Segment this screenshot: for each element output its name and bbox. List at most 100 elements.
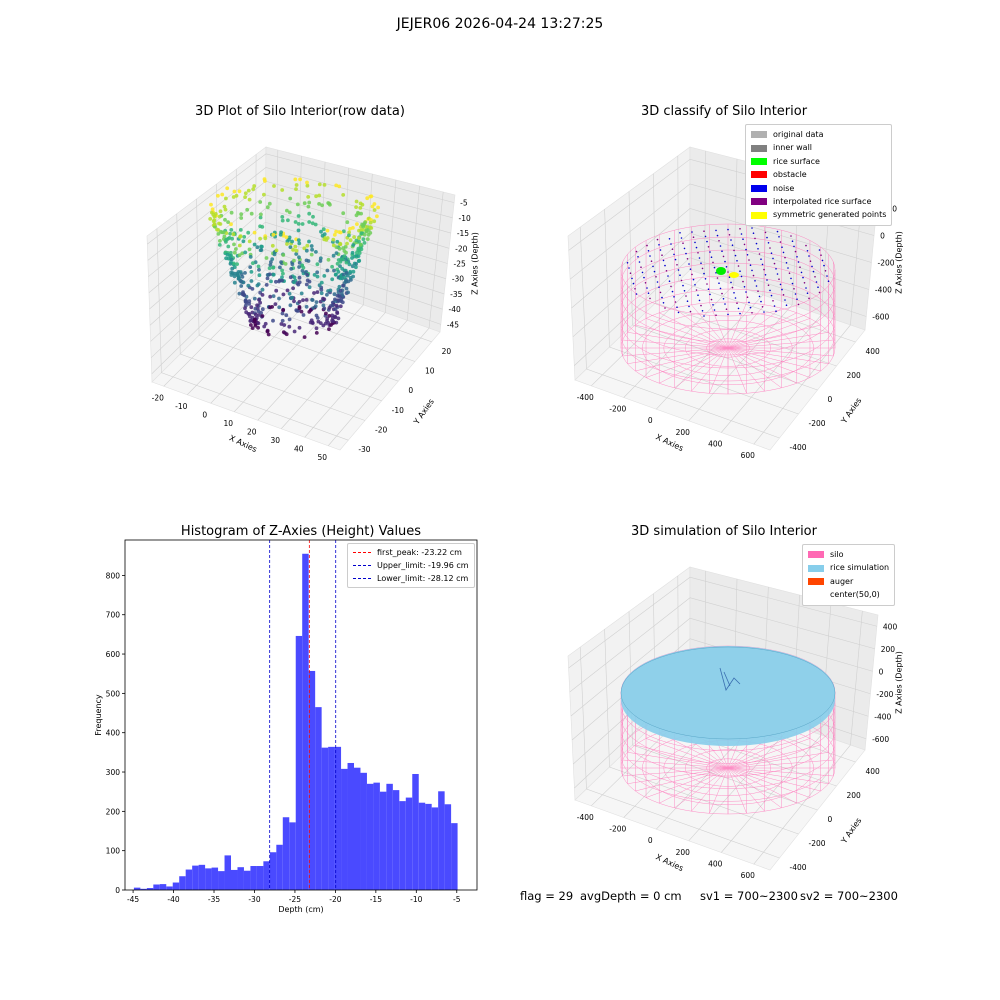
noise-point [676, 264, 678, 266]
data-point [232, 250, 237, 255]
data-point [372, 219, 377, 224]
noise-point [691, 231, 693, 233]
noise-point [776, 230, 779, 233]
data-point [269, 260, 273, 264]
panel4-z-tick-label: 200 [881, 645, 896, 654]
silo-floor-spoke [727, 347, 829, 364]
data-point [259, 248, 264, 252]
x-tick-label: -20 [329, 895, 341, 904]
data-point [249, 305, 254, 310]
data-point [264, 256, 269, 260]
silo-floor-spoke [627, 767, 729, 784]
noise-point [746, 254, 749, 256]
noise-point [733, 249, 735, 252]
noise-point [724, 303, 726, 305]
data-point [257, 267, 261, 272]
silo-floor-spoke [727, 767, 782, 809]
data-point [354, 262, 358, 266]
data-point [316, 319, 321, 324]
data-point [247, 197, 252, 202]
noise-point [784, 299, 786, 301]
data-point [337, 247, 342, 251]
data-point [210, 207, 215, 212]
noise-point [827, 280, 830, 283]
data-point [299, 291, 304, 296]
noise-point [727, 313, 729, 316]
data-point [338, 304, 343, 309]
panel4-y-tick-label: 0 [828, 815, 833, 824]
data-point [293, 244, 298, 249]
noise-point [659, 249, 662, 251]
data-point [247, 314, 252, 319]
y-tick-label: 100 [106, 847, 121, 856]
rice-surface-cluster [716, 267, 726, 275]
data-point [359, 231, 364, 236]
data-point [248, 265, 253, 269]
data-point [364, 229, 369, 234]
noise-point [797, 303, 800, 306]
silo-floor-spoke [709, 767, 729, 814]
silo-floor-spoke [691, 304, 729, 349]
noise-point [713, 309, 716, 311]
panel4-y-axis-label: Y Axies [839, 816, 864, 846]
data-point [292, 280, 296, 285]
noise-point [779, 283, 782, 286]
noise-point [712, 304, 714, 306]
noise-point [806, 250, 809, 252]
panel1-x-tick-label: -20 [152, 393, 164, 402]
silo-floor-spoke [645, 318, 729, 349]
data-point [226, 244, 231, 249]
noise-point [724, 260, 726, 263]
panel4-x-tick-label: -400 [577, 813, 594, 822]
panel2-z-tick-label: -400 [875, 286, 892, 295]
noise-point [791, 282, 794, 285]
data-point [302, 246, 307, 251]
noise-point [668, 280, 671, 283]
data-point [358, 206, 363, 210]
data-point [263, 179, 267, 183]
panel2-y-tick-label: 400 [866, 347, 881, 356]
data-point [258, 200, 263, 204]
data-point [229, 273, 234, 277]
noise-point [746, 296, 749, 299]
data-point [223, 217, 227, 222]
histogram-bar [302, 553, 309, 890]
data-point [216, 232, 221, 236]
silo-floor-spoke [645, 347, 729, 378]
silo-floor-spoke [659, 767, 729, 804]
data-point [344, 270, 349, 275]
silo-floor-ring [706, 338, 750, 358]
noise-point [773, 305, 776, 307]
panel1-z-tick-label: -5 [460, 199, 468, 208]
data-point [269, 279, 273, 284]
data-point [280, 275, 284, 280]
data-point [222, 204, 227, 209]
panel4-x-tick-label: 600 [741, 871, 756, 880]
noise-point [796, 255, 798, 258]
data-point [346, 290, 350, 295]
panel4-z-tick-label: 0 [879, 667, 884, 676]
data-point [333, 272, 338, 277]
y-tick-label: 700 [106, 611, 121, 620]
panel1-x-tick-label: 10 [223, 419, 233, 428]
histogram-bar [282, 817, 290, 890]
noise-point [757, 290, 759, 293]
silo-floor-spoke [659, 312, 729, 349]
data-point [325, 319, 329, 323]
status-sv1: sv1 = 700~2300 [700, 889, 798, 903]
panel2-z-tick-label: -600 [872, 313, 889, 322]
silo-floor-spoke [727, 767, 829, 784]
data-point [317, 202, 321, 206]
legend-item-interpolated-rice-surface: interpolated rice surface [751, 195, 886, 208]
noise-point [685, 295, 687, 297]
data-point [253, 306, 258, 311]
panel2-x-tick-label: 400 [708, 440, 723, 449]
noise-point [817, 286, 819, 289]
data-point [326, 257, 331, 262]
data-point [314, 250, 318, 254]
data-point [334, 251, 339, 256]
panel1-y-tick-label: 10 [425, 367, 435, 376]
data-point [281, 271, 285, 276]
noise-point [628, 267, 630, 269]
data-point [344, 286, 349, 291]
